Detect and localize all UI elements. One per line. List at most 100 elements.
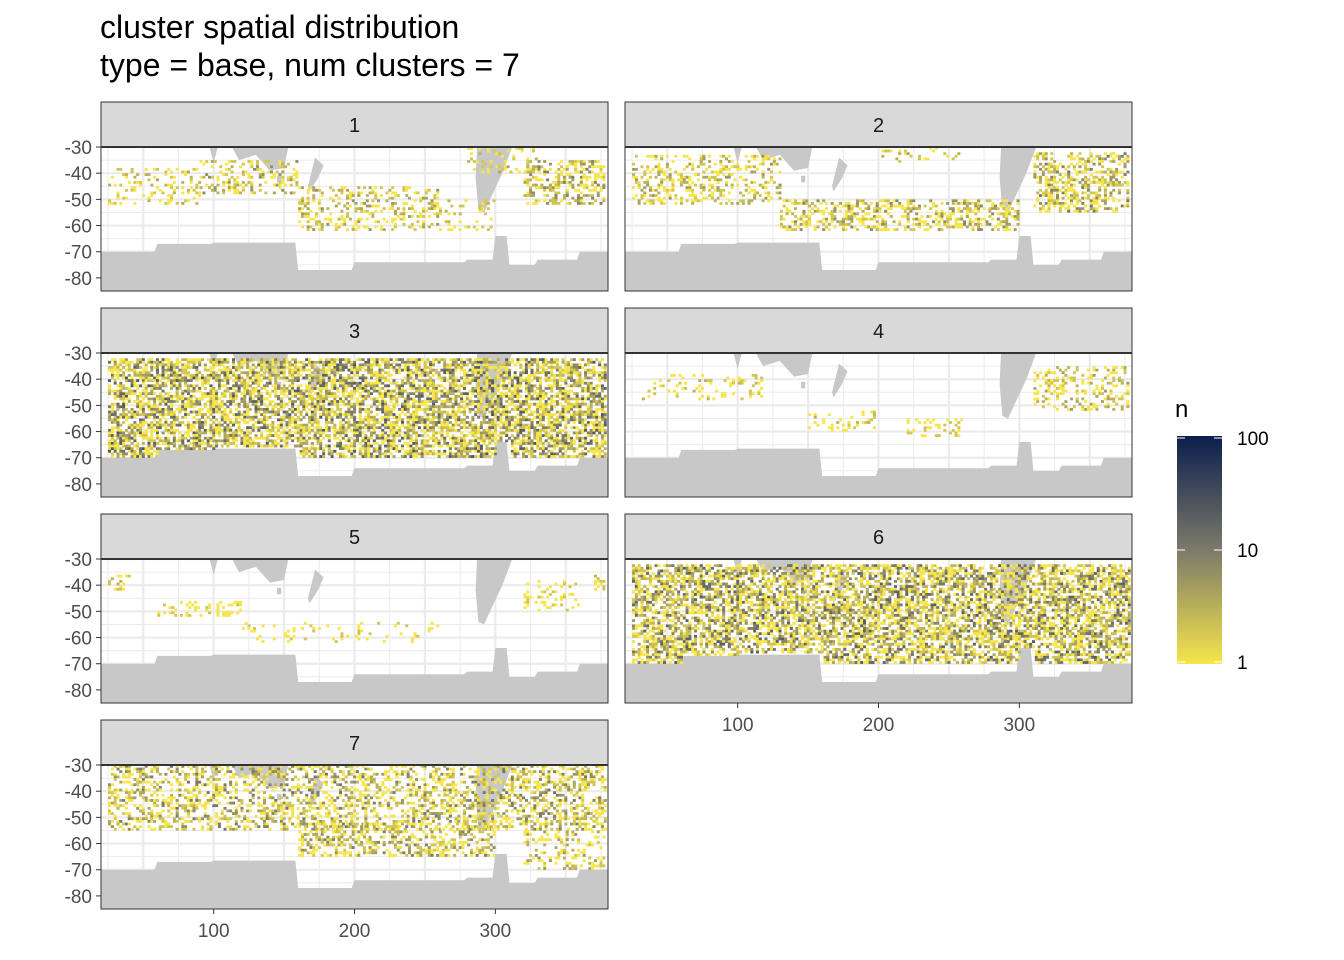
heatmap-cell	[358, 434, 362, 437]
heatmap-cell	[568, 183, 572, 187]
heatmap-cell	[271, 421, 275, 424]
heatmap-cell	[144, 436, 148, 440]
heatmap-cell	[333, 428, 337, 432]
heatmap-cell	[240, 371, 244, 375]
heatmap-cell	[299, 452, 303, 456]
heatmap-cell	[906, 199, 910, 203]
y-tick-label: -60	[65, 217, 92, 238]
heatmap-cell	[1050, 183, 1054, 187]
heatmap-cell	[369, 415, 374, 419]
heatmap-cell	[1072, 204, 1076, 208]
heatmap-cell	[1092, 199, 1096, 203]
heatmap-cell	[446, 428, 450, 432]
heatmap-cell	[144, 447, 148, 451]
heatmap-cell	[839, 222, 843, 226]
heatmap-cell	[198, 376, 202, 380]
heatmap-cell	[436, 201, 440, 205]
heatmap-cell	[770, 162, 774, 166]
heatmap-cell	[406, 426, 410, 430]
heatmap-cell	[141, 392, 145, 396]
heatmap-cell	[400, 387, 404, 390]
heatmap-cell	[302, 360, 306, 364]
heatmap-cell	[400, 402, 404, 406]
heatmap-cell	[167, 366, 171, 369]
heatmap-cell	[116, 434, 120, 437]
heatmap-cell	[305, 410, 309, 414]
heatmap-cell	[369, 358, 374, 362]
heatmap-cell	[260, 421, 264, 424]
heatmap-cell	[431, 434, 435, 437]
heatmap-cell	[724, 175, 729, 179]
heatmap-cell	[568, 173, 572, 176]
heatmap-cell	[386, 426, 390, 430]
heatmap-cell	[1055, 194, 1059, 197]
heatmap-cell	[389, 373, 393, 377]
heatmap-cell	[312, 196, 316, 200]
heatmap-cell	[437, 455, 441, 458]
heatmap-cell	[347, 400, 351, 403]
heatmap-cell	[431, 379, 435, 382]
heatmap-cell	[417, 366, 421, 369]
heatmap-cell	[353, 423, 357, 427]
heatmap-cell	[1047, 186, 1051, 190]
heatmap-cell	[632, 175, 636, 179]
heatmap-cell	[565, 201, 569, 205]
heatmap-cell	[1084, 183, 1088, 187]
heatmap-cell	[141, 436, 145, 440]
heatmap-cell	[1064, 201, 1068, 205]
heatmap-cell	[189, 178, 193, 182]
heatmap-cell	[392, 368, 396, 372]
heatmap-cell	[565, 181, 569, 184]
heatmap-cell	[423, 426, 427, 430]
heatmap-cell	[423, 452, 427, 456]
heatmap-cell	[341, 376, 345, 380]
heatmap-cell	[347, 376, 351, 380]
heatmap-cell	[293, 423, 297, 427]
heatmap-cell	[150, 421, 154, 424]
heatmap-cell	[288, 360, 292, 364]
heatmap-cell	[1070, 186, 1074, 190]
heatmap-cell	[830, 220, 834, 224]
heatmap-cell	[406, 360, 410, 364]
heatmap-cell	[350, 402, 354, 406]
heatmap-cell	[316, 442, 320, 445]
heatmap-cell	[233, 191, 237, 195]
heatmap-cell	[215, 371, 219, 375]
heatmap-cell	[330, 360, 334, 364]
heatmap-cell	[1041, 173, 1045, 176]
heatmap-cell	[147, 449, 151, 453]
heatmap-cell	[699, 160, 703, 163]
heatmap-cell	[170, 199, 174, 203]
heatmap-cell	[1013, 217, 1017, 221]
heatmap-cell	[355, 400, 359, 403]
heatmap-cell	[139, 371, 143, 375]
heatmap-cell	[1047, 209, 1051, 213]
heatmap-cell	[127, 379, 131, 382]
heatmap-cell	[350, 455, 354, 458]
heatmap-cell	[172, 428, 176, 432]
heatmap-cell	[841, 220, 845, 224]
heatmap-cell	[271, 389, 275, 393]
heatmap-cell	[184, 363, 188, 367]
heatmap-cell	[310, 379, 314, 382]
heatmap-cell	[231, 392, 235, 396]
heatmap-cell	[417, 402, 421, 406]
heatmap-cell	[509, 170, 513, 174]
heatmap-cell	[431, 426, 435, 430]
heatmap-cell	[147, 173, 151, 176]
heatmap-cell	[409, 413, 413, 417]
heatmap-cell	[940, 228, 944, 231]
heatmap-cell	[602, 186, 606, 190]
heatmap-cell	[144, 434, 148, 437]
heatmap-cell	[337, 188, 341, 192]
heatmap-cell	[127, 447, 131, 451]
heatmap-cell	[251, 418, 255, 422]
heatmap-cell	[186, 363, 190, 367]
heatmap-cell	[824, 220, 828, 224]
heatmap-cell	[296, 426, 300, 430]
heatmap-cell	[436, 215, 440, 218]
heatmap-cell	[158, 436, 162, 440]
heatmap-cell	[778, 170, 782, 174]
heatmap-cell	[861, 220, 865, 224]
heatmap-cell	[340, 188, 344, 192]
